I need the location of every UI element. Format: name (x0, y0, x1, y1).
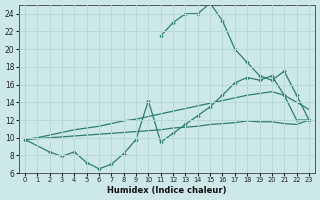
X-axis label: Humidex (Indice chaleur): Humidex (Indice chaleur) (107, 186, 227, 195)
